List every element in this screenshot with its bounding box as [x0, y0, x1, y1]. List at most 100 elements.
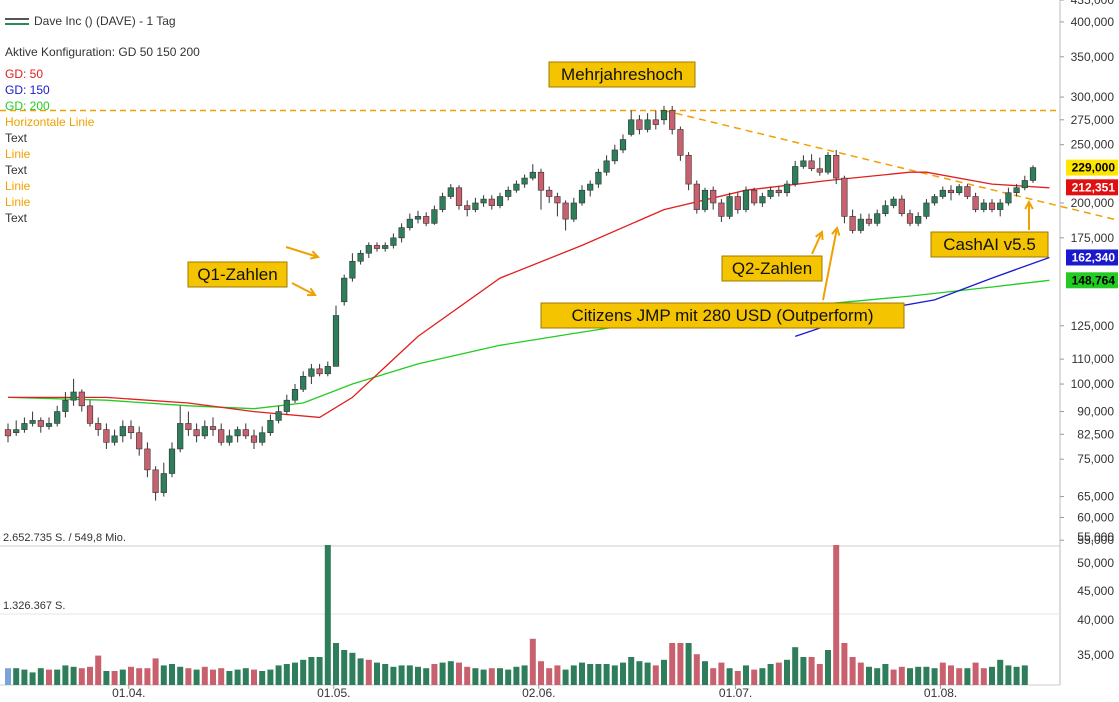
candle-body	[857, 218, 864, 231]
volume-bar	[775, 662, 782, 685]
legend-item: GD: 200	[5, 99, 50, 113]
candle-body	[193, 429, 200, 437]
volume-bar	[743, 665, 749, 685]
candle-body	[701, 189, 709, 210]
candle-body	[398, 227, 405, 239]
candle-body	[915, 216, 922, 224]
volume-bar	[816, 664, 823, 685]
candle-body	[783, 183, 791, 194]
volume-bar	[456, 662, 462, 685]
candle-body	[660, 110, 668, 121]
candle-body	[300, 376, 307, 390]
candle-body	[480, 198, 487, 204]
candle-body	[1013, 187, 1020, 194]
candle-body	[808, 160, 815, 170]
volume-bar	[5, 668, 11, 685]
chart-title-text: Dave Inc () (DAVE) - 1 Tag	[34, 14, 176, 28]
annotation-arrowhead	[831, 225, 841, 236]
active-config: Aktive Konfiguration: GD 50 150 200	[5, 45, 200, 59]
candle-body	[562, 202, 569, 220]
candle-body	[775, 189, 782, 194]
value-badge	[1066, 272, 1118, 289]
volume-bar	[702, 661, 708, 685]
candle-body	[136, 432, 143, 450]
volume-bar	[784, 659, 790, 685]
candle-body	[537, 171, 545, 191]
annotation-box	[540, 302, 905, 329]
volume-bar	[693, 654, 700, 685]
volume-axis-label: 35,000	[1077, 648, 1114, 662]
candle-body	[603, 160, 610, 173]
candle-body	[275, 411, 282, 421]
candle-body	[939, 189, 946, 197]
volume-bar	[972, 662, 979, 685]
volume-bar	[939, 662, 946, 685]
legend-item: Text	[5, 131, 28, 145]
volume-bar	[349, 652, 356, 685]
candle-body	[521, 177, 528, 185]
volume-max-label: 2.652.735 S. / 549,8 Mio.	[3, 532, 126, 544]
volume-bar	[570, 665, 577, 685]
candle-body	[127, 426, 135, 434]
candle-body	[119, 426, 126, 437]
volume-bar	[144, 668, 151, 685]
volume-bar	[751, 669, 758, 685]
candle-body	[406, 218, 413, 228]
chart-title: Dave Inc () (DAVE) - 1 Tag	[5, 14, 176, 28]
volume-bar	[628, 657, 635, 685]
annotation-arrow	[822, 227, 838, 301]
volume-bar	[423, 668, 430, 685]
candle-body	[628, 119, 635, 135]
candle-body	[890, 198, 897, 206]
candle-body	[78, 391, 85, 407]
annotation-label: Citizens JMP mit 280 USD (Outperform)	[572, 306, 874, 325]
candle-body	[874, 213, 881, 224]
volume-bar	[882, 664, 889, 685]
candle-body	[611, 149, 618, 162]
candle-body	[431, 209, 438, 224]
candle-body	[554, 196, 561, 204]
candle-body	[152, 469, 159, 493]
volume-bar	[283, 664, 290, 685]
candle-body	[841, 177, 848, 217]
volume-bar	[521, 665, 528, 685]
y-tick-label: 65,000	[1077, 490, 1114, 504]
value-badge	[1066, 249, 1118, 266]
candle-body	[54, 411, 61, 424]
volume-bar	[341, 650, 348, 685]
annotation-label: CashAI v5.5	[943, 235, 1036, 254]
volume-bar	[251, 669, 257, 685]
volume-bar	[374, 662, 380, 685]
candle-body	[439, 196, 446, 210]
volume-bar	[472, 668, 479, 685]
candle-body	[734, 196, 741, 210]
volume-bar	[267, 669, 274, 685]
candle-body	[455, 187, 463, 206]
volume-bar	[685, 643, 692, 685]
volume-bar	[119, 669, 126, 685]
volume-bar	[964, 668, 971, 685]
candle-body	[390, 237, 397, 246]
candle-body	[95, 423, 102, 430]
y-tick-label: 60,000	[1077, 510, 1114, 524]
volume-bar	[37, 668, 44, 685]
trendline	[663, 109, 1119, 222]
candle-body	[373, 245, 381, 249]
volume-bar	[54, 669, 61, 685]
volume-bar	[70, 666, 77, 685]
candle-body	[242, 429, 249, 437]
candle-body	[792, 166, 799, 185]
annotation-label: Mehrjahreshoch	[561, 65, 683, 84]
candle-body	[160, 473, 167, 493]
volume-bar	[275, 665, 282, 685]
volume-bar	[538, 661, 544, 685]
volume-bar	[136, 668, 143, 685]
y-tick-label: 275,000	[1071, 113, 1115, 127]
ma200-line	[7, 279, 1050, 410]
volume-bar	[415, 666, 421, 685]
candle-body	[1021, 180, 1028, 189]
candle-body	[86, 405, 94, 424]
candle-body	[882, 205, 889, 214]
volume-bar	[29, 672, 36, 685]
candle-body	[644, 119, 651, 130]
